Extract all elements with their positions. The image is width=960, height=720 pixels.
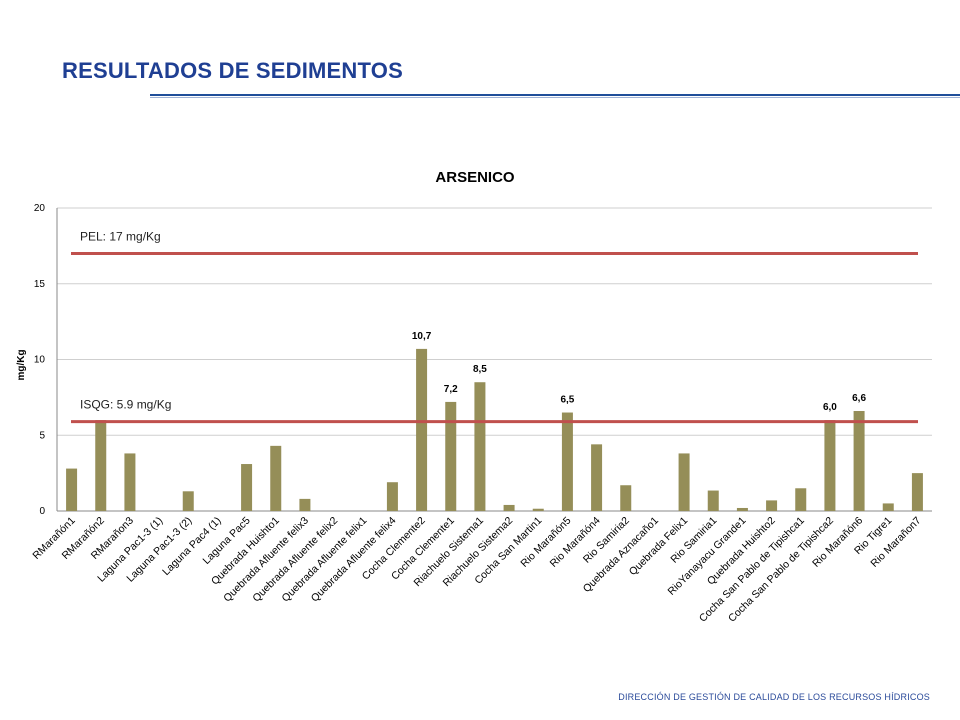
bar xyxy=(766,500,778,511)
bar xyxy=(95,420,107,511)
data-label: 6,5 xyxy=(560,395,574,406)
title-underline-light xyxy=(150,97,960,98)
data-label: 6,6 xyxy=(852,393,866,404)
bar xyxy=(474,382,486,511)
y-tick-label: 20 xyxy=(34,203,46,214)
bar xyxy=(416,348,428,511)
data-label: 8,5 xyxy=(473,364,487,375)
arsenic-bar-chart: ARSENICO mg/Kg 0 5 10 15 20 PEL: 17 mg/Kg ISQ… xyxy=(16,169,932,625)
bar xyxy=(707,490,719,511)
bar xyxy=(66,468,78,511)
bar xyxy=(736,507,748,511)
bar xyxy=(620,485,632,511)
bar xyxy=(591,444,603,511)
bar xyxy=(241,464,253,511)
footer-text: DIRECCIÓN DE GESTIÓN DE CALIDAD DE LOS R… xyxy=(618,692,930,702)
bar xyxy=(824,420,836,511)
data-label: 6,0 xyxy=(823,402,837,413)
bar xyxy=(853,411,865,511)
data-label: 7,2 xyxy=(444,384,458,395)
gridlines xyxy=(56,207,932,512)
bar xyxy=(182,491,194,511)
slide-title: RESULTADOS DE SEDIMENTOS xyxy=(62,58,403,83)
reference-lines: PEL: 17 mg/Kg ISQG: 5.9 mg/Kg xyxy=(71,229,918,424)
data-labels: 10,7 7,2 8,5 6,5 6,0 6,6 xyxy=(412,331,867,413)
bar xyxy=(299,498,311,511)
y-tick-label: 10 xyxy=(34,355,46,366)
chart-title: ARSENICO xyxy=(435,169,515,186)
bar xyxy=(795,488,807,511)
bars xyxy=(66,348,923,511)
bar xyxy=(124,453,136,511)
y-tick-label: 0 xyxy=(39,506,45,517)
y-tick-label: 5 xyxy=(39,430,45,441)
bar xyxy=(503,504,515,511)
bar xyxy=(445,401,457,511)
bar xyxy=(882,503,894,511)
y-axis-label: mg/Kg xyxy=(16,349,27,380)
reference-line-label: PEL: 17 mg/Kg xyxy=(80,229,161,243)
bar xyxy=(911,473,923,511)
bar xyxy=(561,412,573,511)
bar xyxy=(532,508,544,511)
bar xyxy=(270,445,282,511)
y-tick-labels: 0 5 10 15 20 xyxy=(34,203,46,517)
y-tick-label: 15 xyxy=(34,279,46,290)
bar xyxy=(386,482,398,511)
title-underline xyxy=(150,94,960,96)
bar xyxy=(678,453,690,511)
reference-line-label: ISQG: 5.9 mg/Kg xyxy=(80,398,171,412)
data-label: 10,7 xyxy=(412,331,432,342)
